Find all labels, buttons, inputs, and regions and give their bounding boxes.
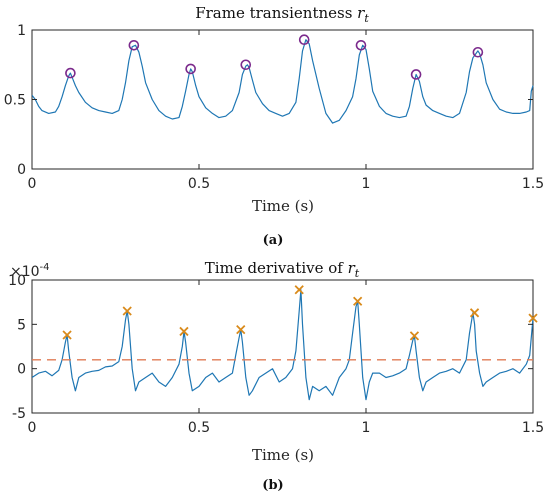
panel-a-y-ticks: 00.51 — [4, 23, 533, 178]
panel-b-peak-marker — [409, 331, 420, 341]
panel-b-x-tick-label: 1 — [362, 420, 371, 436]
panel-a-y-tick-label: 0.5 — [4, 93, 26, 109]
panel-b-y-tick-label: 5 — [17, 317, 26, 333]
panel-a-x-tick-label: 1 — [362, 176, 371, 192]
panel-a-peak-marker — [128, 39, 140, 51]
panel-a-peak-marker — [472, 46, 484, 58]
panel-a-peak-marker — [185, 63, 196, 75]
panel-b-peak-marker — [236, 325, 246, 335]
panel-b-peak-marker — [469, 308, 480, 318]
panel-b-peak-marker — [353, 296, 363, 306]
panel-b-y-ticks: -5 0 5 10 — [8, 273, 533, 422]
panel-b-y-tick-label: 10 — [8, 273, 26, 289]
panel-b: Time derivative of rt ×10-4 0 0.5 1 1.5 -50… — [8, 259, 544, 493]
panel-a-signal-line — [32, 39, 534, 124]
panel-b-axes-box — [31, 279, 534, 414]
panel-a: Frame transientness rt 0 0.5 1 1.5 00.51 Ti… — [4, 4, 544, 248]
panel-b-caption: (b) — [262, 478, 283, 493]
panel-b-peak-marker — [62, 330, 72, 340]
panel-a-y-tick-label: 0 — [17, 162, 26, 178]
panel-a-x-ticks: 0 0.5 1 1.5 — [28, 30, 544, 192]
panel-a-peak-marker — [355, 39, 367, 51]
panel-b-y-tick-label: 0 — [17, 362, 26, 378]
panel-b-peak-marker — [528, 313, 538, 323]
panel-a-title: Frame transientness rt — [195, 4, 369, 25]
panel-b-x-ticks: 0 0.5 1 1.5 — [28, 280, 544, 436]
panel-b-axis-exponent: ×10-4 — [10, 262, 50, 280]
panel-b-peak-marker — [179, 326, 189, 337]
panel-a-caption: (a) — [263, 233, 284, 248]
panel-a-peak-marker — [298, 34, 310, 46]
panel-b-x-tick-label: 1.5 — [522, 420, 544, 436]
panel-b-peak-marker — [294, 285, 304, 295]
panel-b-plot-area — [31, 279, 538, 414]
panel-b-y-tick-label: -5 — [12, 406, 26, 422]
panel-b-x-axis-label: Time (s) — [252, 446, 314, 464]
panel-a-axes-box — [31, 29, 534, 170]
panel-a-x-tick-label: 0 — [28, 176, 37, 192]
panel-b-x-tick-label: 0.5 — [188, 420, 210, 436]
panel-a-peak-marker — [410, 69, 422, 80]
panel-a-x-axis-label: Time (s) — [252, 197, 314, 215]
panel-a-y-tick-label: 1 — [17, 23, 26, 39]
panel-b-peak-marker — [122, 306, 132, 316]
panel-b-signal-line — [32, 289, 534, 401]
panel-b-x-tick-label: 0 — [28, 420, 37, 436]
panel-a-x-tick-label: 1.5 — [522, 176, 544, 192]
panel-b-title: Time derivative of rt — [205, 259, 360, 280]
panel-a-peak-marker — [240, 59, 252, 71]
panel-a-x-tick-label: 0.5 — [188, 176, 210, 192]
panel-a-plot-area — [31, 29, 534, 170]
panel-a-peak-marker — [65, 67, 76, 79]
